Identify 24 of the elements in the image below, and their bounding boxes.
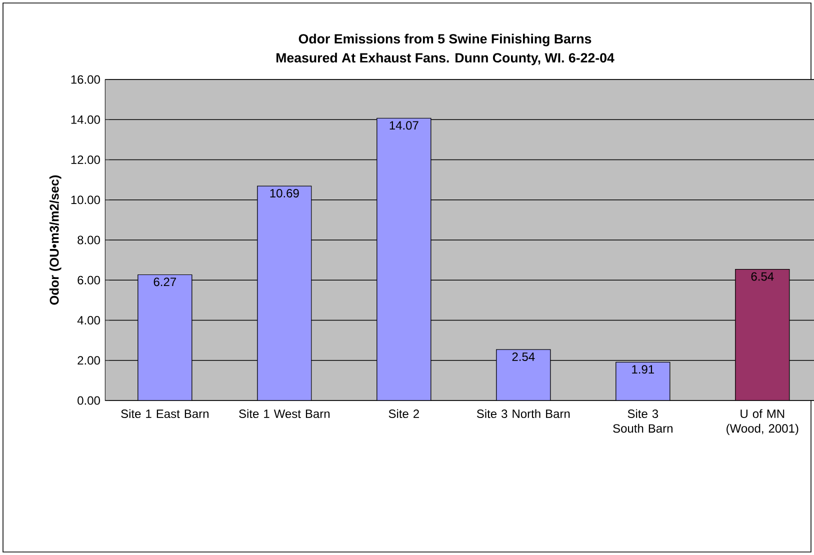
y-tick-label: 4.00: [77, 316, 100, 325]
chart-subtitle: Measured At Exhaust Fans. Dunn County, WI. 6-22-04: [276, 52, 614, 66]
x-tick-label: Site 1 West Barn: [239, 409, 330, 418]
data-label: 14.07: [390, 121, 418, 130]
chart-title: Odor Emissions from 5 Swine Finishing Barns: [298, 34, 592, 46]
y-tick-label: 10.00: [71, 196, 100, 204]
y-tick-label: 0.00: [78, 396, 100, 405]
x-tick-label: U of MN (Wood, 2001): [726, 409, 798, 436]
y-tick-label: 6.00: [78, 276, 100, 284]
y-tick-label: 2.00: [78, 356, 100, 365]
y-axis-title: Odor (OU•m3/m2/sec): [49, 175, 62, 305]
y-tick-label: 8.00: [78, 236, 100, 244]
y-tick-label: 14.00: [71, 115, 100, 124]
x-tick-label: Site 1 East Barn: [121, 409, 208, 418]
x-tick-label: Site 3 North Barn: [476, 409, 570, 418]
data-label: 6.27: [154, 278, 176, 286]
data-label: 2.54: [512, 352, 535, 361]
data-label: 6.54: [751, 272, 774, 281]
y-tick-label: 16.00: [71, 75, 100, 84]
x-tick-label: Site 2: [388, 409, 419, 418]
data-label: 10.69: [270, 188, 299, 198]
data-label: 1.91: [632, 365, 654, 374]
x-tick-label: Site 3 South Barn: [613, 409, 672, 433]
y-tick-label: 12.00: [71, 156, 100, 164]
